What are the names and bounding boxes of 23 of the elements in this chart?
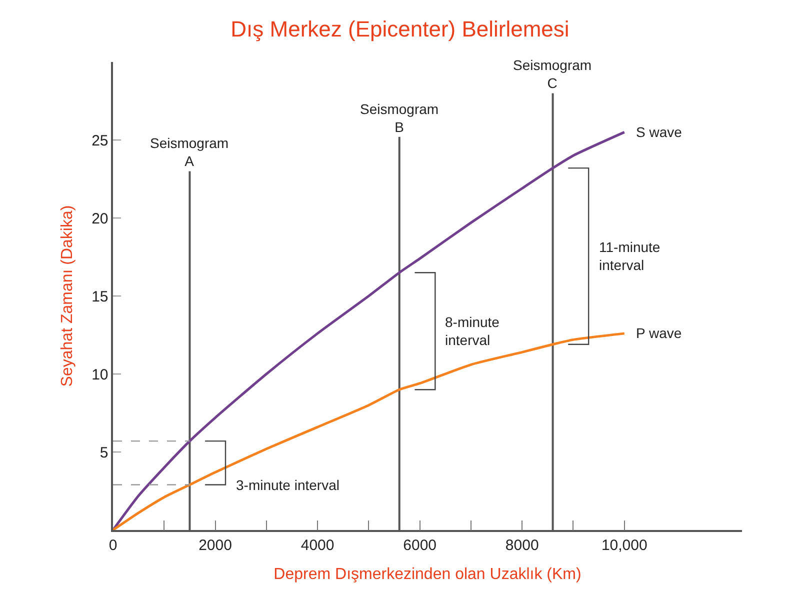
ref-line-label: Seismogram A xyxy=(150,135,229,170)
series-label: P wave xyxy=(636,325,682,341)
x-tick-label: 8000 xyxy=(505,536,539,554)
x-tick-label: 0 xyxy=(108,536,118,554)
y-tick-label: 5 xyxy=(100,444,108,462)
annotation: 11-minute interval xyxy=(599,239,660,274)
y-tick-label: 10 xyxy=(92,366,108,384)
y-tick-label: 20 xyxy=(92,210,108,228)
ref-line-label: Seismogram B xyxy=(360,101,439,136)
y-tick-label: 25 xyxy=(92,132,108,150)
series-label: S wave xyxy=(636,124,682,140)
line-series xyxy=(113,332,626,530)
y-tick-label: 15 xyxy=(92,288,108,306)
x-tick-label: 2000 xyxy=(198,536,232,554)
x-tick-label: 6000 xyxy=(403,536,437,554)
y-axis-title: Seyahat Zamanı (Dakika) xyxy=(58,205,76,387)
chart-title: Dış Merkez (Epicenter) Belirlemesi xyxy=(230,16,570,42)
annotation: 8-minute interval xyxy=(445,314,500,348)
x-tick-label: 10,000 xyxy=(601,536,648,554)
x-axis-title: Deprem Dışmerkezinden olan Uzaklık (Km) xyxy=(274,566,582,583)
annotation: 3-minute interval xyxy=(236,477,340,493)
ref-line-label: Seismogram C xyxy=(513,57,592,92)
x-tick-label: 4000 xyxy=(300,536,334,554)
